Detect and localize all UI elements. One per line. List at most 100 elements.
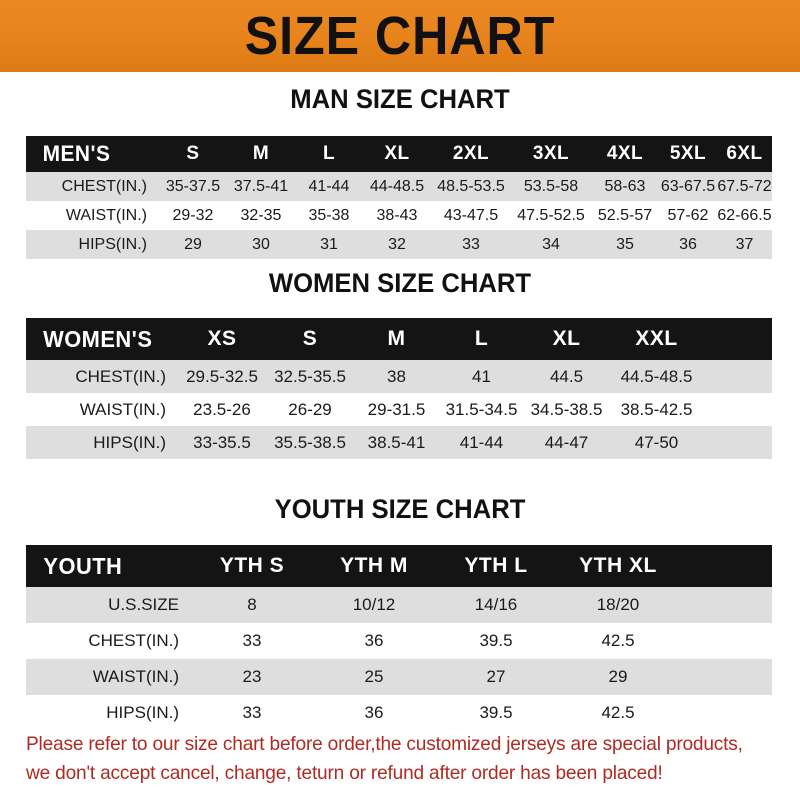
table-cell: 32-35 bbox=[240, 206, 282, 224]
men-size-header: 2XL bbox=[452, 143, 490, 164]
men-size-header: XL bbox=[384, 143, 410, 164]
table-cell: 41-44 bbox=[459, 432, 504, 452]
table-cell: 32 bbox=[388, 235, 406, 253]
youth-header-label: YOUTH bbox=[43, 552, 123, 579]
table-cell: 67.5-72 bbox=[717, 177, 772, 195]
youth-table-body: YOUTH YTH S YTH M YTH L YTH XL U.S.SIZE 8 10/12… bbox=[26, 545, 772, 731]
table-cell: 38.5-41 bbox=[367, 432, 426, 452]
table-cell: 31 bbox=[320, 235, 338, 253]
men-size-header: M bbox=[252, 143, 270, 164]
women-size-header: XS bbox=[207, 327, 237, 350]
table-cell: 33 bbox=[242, 631, 262, 650]
table-cell: 37.5-41 bbox=[233, 177, 289, 195]
table-cell: 33 bbox=[462, 235, 480, 253]
table-cell: 33 bbox=[242, 703, 262, 722]
table-row: HIPS(IN.) 33-35.5 35.5-38.5 38.5-41 41-44 44-… bbox=[26, 426, 772, 459]
section-title-women: WOMEN SIZE CHART bbox=[268, 268, 532, 298]
men-header-row: MEN'S S M L XL 2XL 3XL 4XL 5XL 6XL bbox=[26, 136, 772, 172]
table-cell bbox=[704, 360, 772, 393]
table-cell: 53.5-58 bbox=[523, 177, 579, 195]
table-cell: 58-63 bbox=[604, 177, 646, 195]
men-size-table: MEN'S S M L XL 2XL 3XL 4XL 5XL 6XL CHEST(IN.) 35-37… bbox=[26, 136, 772, 259]
table-cell: 39.5 bbox=[479, 703, 513, 722]
banner: SIZE CHART bbox=[0, 0, 800, 72]
table-cell: 25 bbox=[364, 667, 384, 686]
table-cell bbox=[704, 393, 772, 426]
men-row-label: HIPS(IN.) bbox=[78, 235, 147, 253]
youth-size-header: YTH L bbox=[464, 554, 528, 577]
youth-row-label: HIPS(IN.) bbox=[106, 703, 179, 722]
table-cell: 23.5-26 bbox=[193, 399, 251, 419]
table-cell: 37 bbox=[735, 235, 754, 253]
men-table-body: MEN'S S M L XL 2XL 3XL 4XL 5XL 6XL CHEST(IN.) 35-37… bbox=[26, 136, 772, 259]
table-row: CHEST(IN.) 29.5-32.5 32.5-35.5 38 41 44.5 44.5… bbox=[26, 360, 772, 393]
table-cell: 35.5-38.5 bbox=[274, 432, 346, 452]
women-size-header: S bbox=[302, 327, 318, 350]
women-size-header: L bbox=[474, 327, 489, 350]
section-title-youth: YOUTH SIZE CHART bbox=[274, 494, 526, 524]
table-cell: 32.5-35.5 bbox=[274, 366, 346, 386]
women-row-label: CHEST(IN.) bbox=[75, 366, 166, 386]
table-cell: 44.5-48.5 bbox=[620, 366, 693, 386]
table-cell: 48.5-53.5 bbox=[437, 177, 505, 195]
table-cell: 36 bbox=[364, 703, 384, 722]
table-cell bbox=[704, 426, 772, 459]
women-size-header bbox=[704, 318, 772, 360]
men-size-header: S bbox=[186, 143, 200, 164]
men-row-label: CHEST(IN.) bbox=[61, 177, 147, 195]
table-cell: 33-35.5 bbox=[193, 432, 251, 452]
table-cell: 31.5-34.5 bbox=[445, 399, 518, 419]
table-row: CHEST(IN.) 33 36 39.5 42.5 bbox=[26, 623, 772, 659]
table-cell: 38 bbox=[387, 366, 406, 386]
banner-title: SIZE CHART bbox=[244, 6, 556, 66]
table-row: WAIST(IN.) 23.5-26 26-29 29-31.5 31.5-34.5 34… bbox=[26, 393, 772, 426]
table-cell: 42.5 bbox=[601, 631, 635, 650]
table-cell: 35-37.5 bbox=[165, 177, 221, 195]
table-cell: 42.5 bbox=[601, 703, 635, 722]
youth-row-label: CHEST(IN.) bbox=[88, 631, 179, 650]
youth-size-header: YTH XL bbox=[579, 554, 657, 577]
table-row: HIPS(IN.) 33 36 39.5 42.5 bbox=[26, 695, 772, 731]
youth-size-header bbox=[679, 545, 772, 587]
table-cell: 47.5-52.5 bbox=[517, 206, 585, 224]
table-cell: 23 bbox=[242, 667, 262, 686]
footer-line-2: we don't accept cancel, change, teturn o… bbox=[26, 762, 663, 784]
youth-header-row: YOUTH YTH S YTH M YTH L YTH XL bbox=[26, 545, 772, 587]
women-size-table: WOMEN'S XS S M L XL XXL CHEST(IN.) 29.5-32.5 32.5… bbox=[26, 318, 772, 459]
table-cell: 41-44 bbox=[308, 177, 350, 195]
table-cell: 14/16 bbox=[474, 595, 518, 614]
men-size-header: 5XL bbox=[669, 143, 707, 164]
youth-size-header: YTH S bbox=[219, 554, 285, 577]
table-cell: 44-48.5 bbox=[369, 177, 425, 195]
table-cell: 34.5-38.5 bbox=[530, 399, 603, 419]
youth-size-table: YOUTH YTH S YTH M YTH L YTH XL U.S.SIZE 8 10/12… bbox=[26, 545, 772, 731]
table-cell bbox=[679, 587, 772, 623]
table-cell: 27 bbox=[486, 667, 506, 686]
table-cell: 43-47.5 bbox=[443, 206, 499, 224]
table-cell: 29 bbox=[608, 667, 628, 686]
section-title-man: MAN SIZE CHART bbox=[290, 84, 510, 114]
table-cell: 29.5-32.5 bbox=[186, 366, 258, 386]
youth-row-label: U.S.SIZE bbox=[108, 595, 179, 614]
women-size-header: XL bbox=[552, 327, 581, 350]
table-cell: 18/20 bbox=[596, 595, 640, 614]
men-header-label: MEN'S bbox=[42, 141, 111, 166]
table-cell: 38.5-42.5 bbox=[620, 399, 693, 419]
women-row-label: WAIST(IN.) bbox=[79, 399, 166, 419]
table-row: WAIST(IN.) 23 25 27 29 bbox=[26, 659, 772, 695]
table-cell: 35 bbox=[616, 235, 634, 253]
table-cell: 47-50 bbox=[634, 432, 679, 452]
table-cell: 39.5 bbox=[479, 631, 513, 650]
table-cell: 29-32 bbox=[172, 206, 214, 224]
women-row-label: HIPS(IN.) bbox=[93, 432, 166, 452]
youth-row-label: WAIST(IN.) bbox=[92, 667, 179, 686]
footer-disclaimer: Please refer to our size chart before or… bbox=[26, 730, 763, 788]
table-cell bbox=[679, 695, 772, 731]
men-size-header: 4XL bbox=[606, 143, 644, 164]
table-row: HIPS(IN.) 29 30 31 32 33 34 35 36 37 bbox=[26, 230, 772, 259]
women-size-header: M bbox=[387, 327, 406, 350]
table-cell: 63-67.5 bbox=[660, 177, 716, 195]
table-cell: 36 bbox=[364, 631, 384, 650]
women-header-label: WOMEN'S bbox=[43, 325, 153, 352]
